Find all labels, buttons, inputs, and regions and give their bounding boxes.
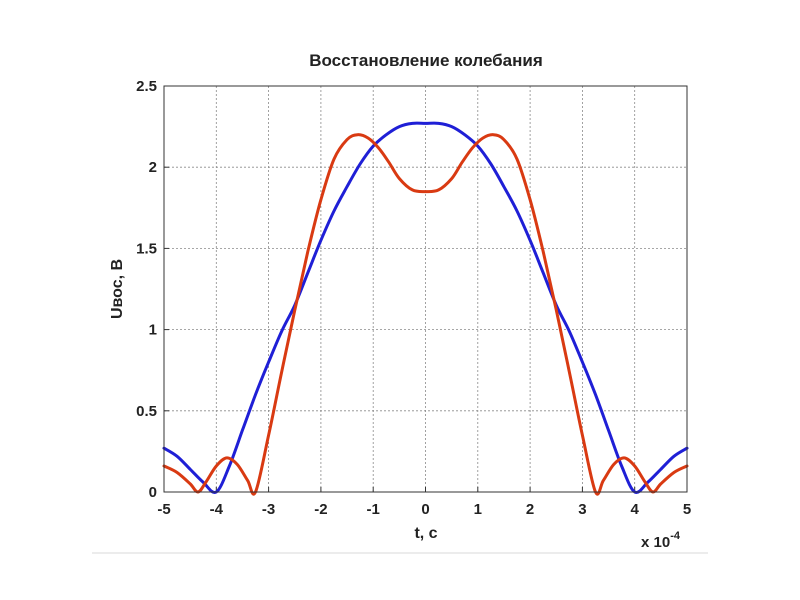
x-tick-label: 3 bbox=[578, 501, 586, 518]
series-line-1 bbox=[162, 121, 689, 494]
x-tick-label: -4 bbox=[210, 501, 224, 518]
x-tick-label: 0 bbox=[421, 501, 429, 518]
x-tick-label: 4 bbox=[631, 501, 640, 518]
x-tick-label: -5 bbox=[157, 501, 170, 518]
x-tick-label: -1 bbox=[367, 501, 380, 518]
x-tick-labels: -5 -4 -3 -2 -1 0 1 2 3 4 5 bbox=[157, 501, 691, 518]
x-axis-label: t, c bbox=[414, 525, 437, 542]
y-tick-label: 1.5 bbox=[136, 240, 157, 257]
y-tick-label: 2 bbox=[149, 159, 157, 176]
x-axis-multiplier: x 10-4 bbox=[641, 530, 681, 551]
y-tick-label: 1 bbox=[149, 322, 157, 339]
x-axis-multiplier-base: x 10 bbox=[641, 534, 670, 551]
y-tick-label: 0.5 bbox=[136, 403, 157, 420]
x-tick-label: 2 bbox=[526, 501, 534, 518]
y-tick-label: 2.5 bbox=[136, 78, 157, 95]
y-tick-labels: 0 0.5 1 1.5 2 2.5 bbox=[136, 78, 157, 501]
chart-title: Восстановление колебания bbox=[309, 51, 543, 70]
x-tick-label: 1 bbox=[474, 501, 482, 518]
series-line-2 bbox=[162, 133, 689, 496]
x-tick-label: -2 bbox=[314, 501, 327, 518]
x-axis-multiplier-exponent: -4 bbox=[670, 530, 681, 542]
plot-frame bbox=[163, 85, 688, 493]
x-tick-label: 5 bbox=[683, 501, 691, 518]
y-tick-label: 0 bbox=[149, 484, 157, 501]
y-axis-label: Uвос, В bbox=[109, 259, 126, 319]
series-layer bbox=[162, 121, 689, 496]
x-tick-label: -3 bbox=[262, 501, 275, 518]
